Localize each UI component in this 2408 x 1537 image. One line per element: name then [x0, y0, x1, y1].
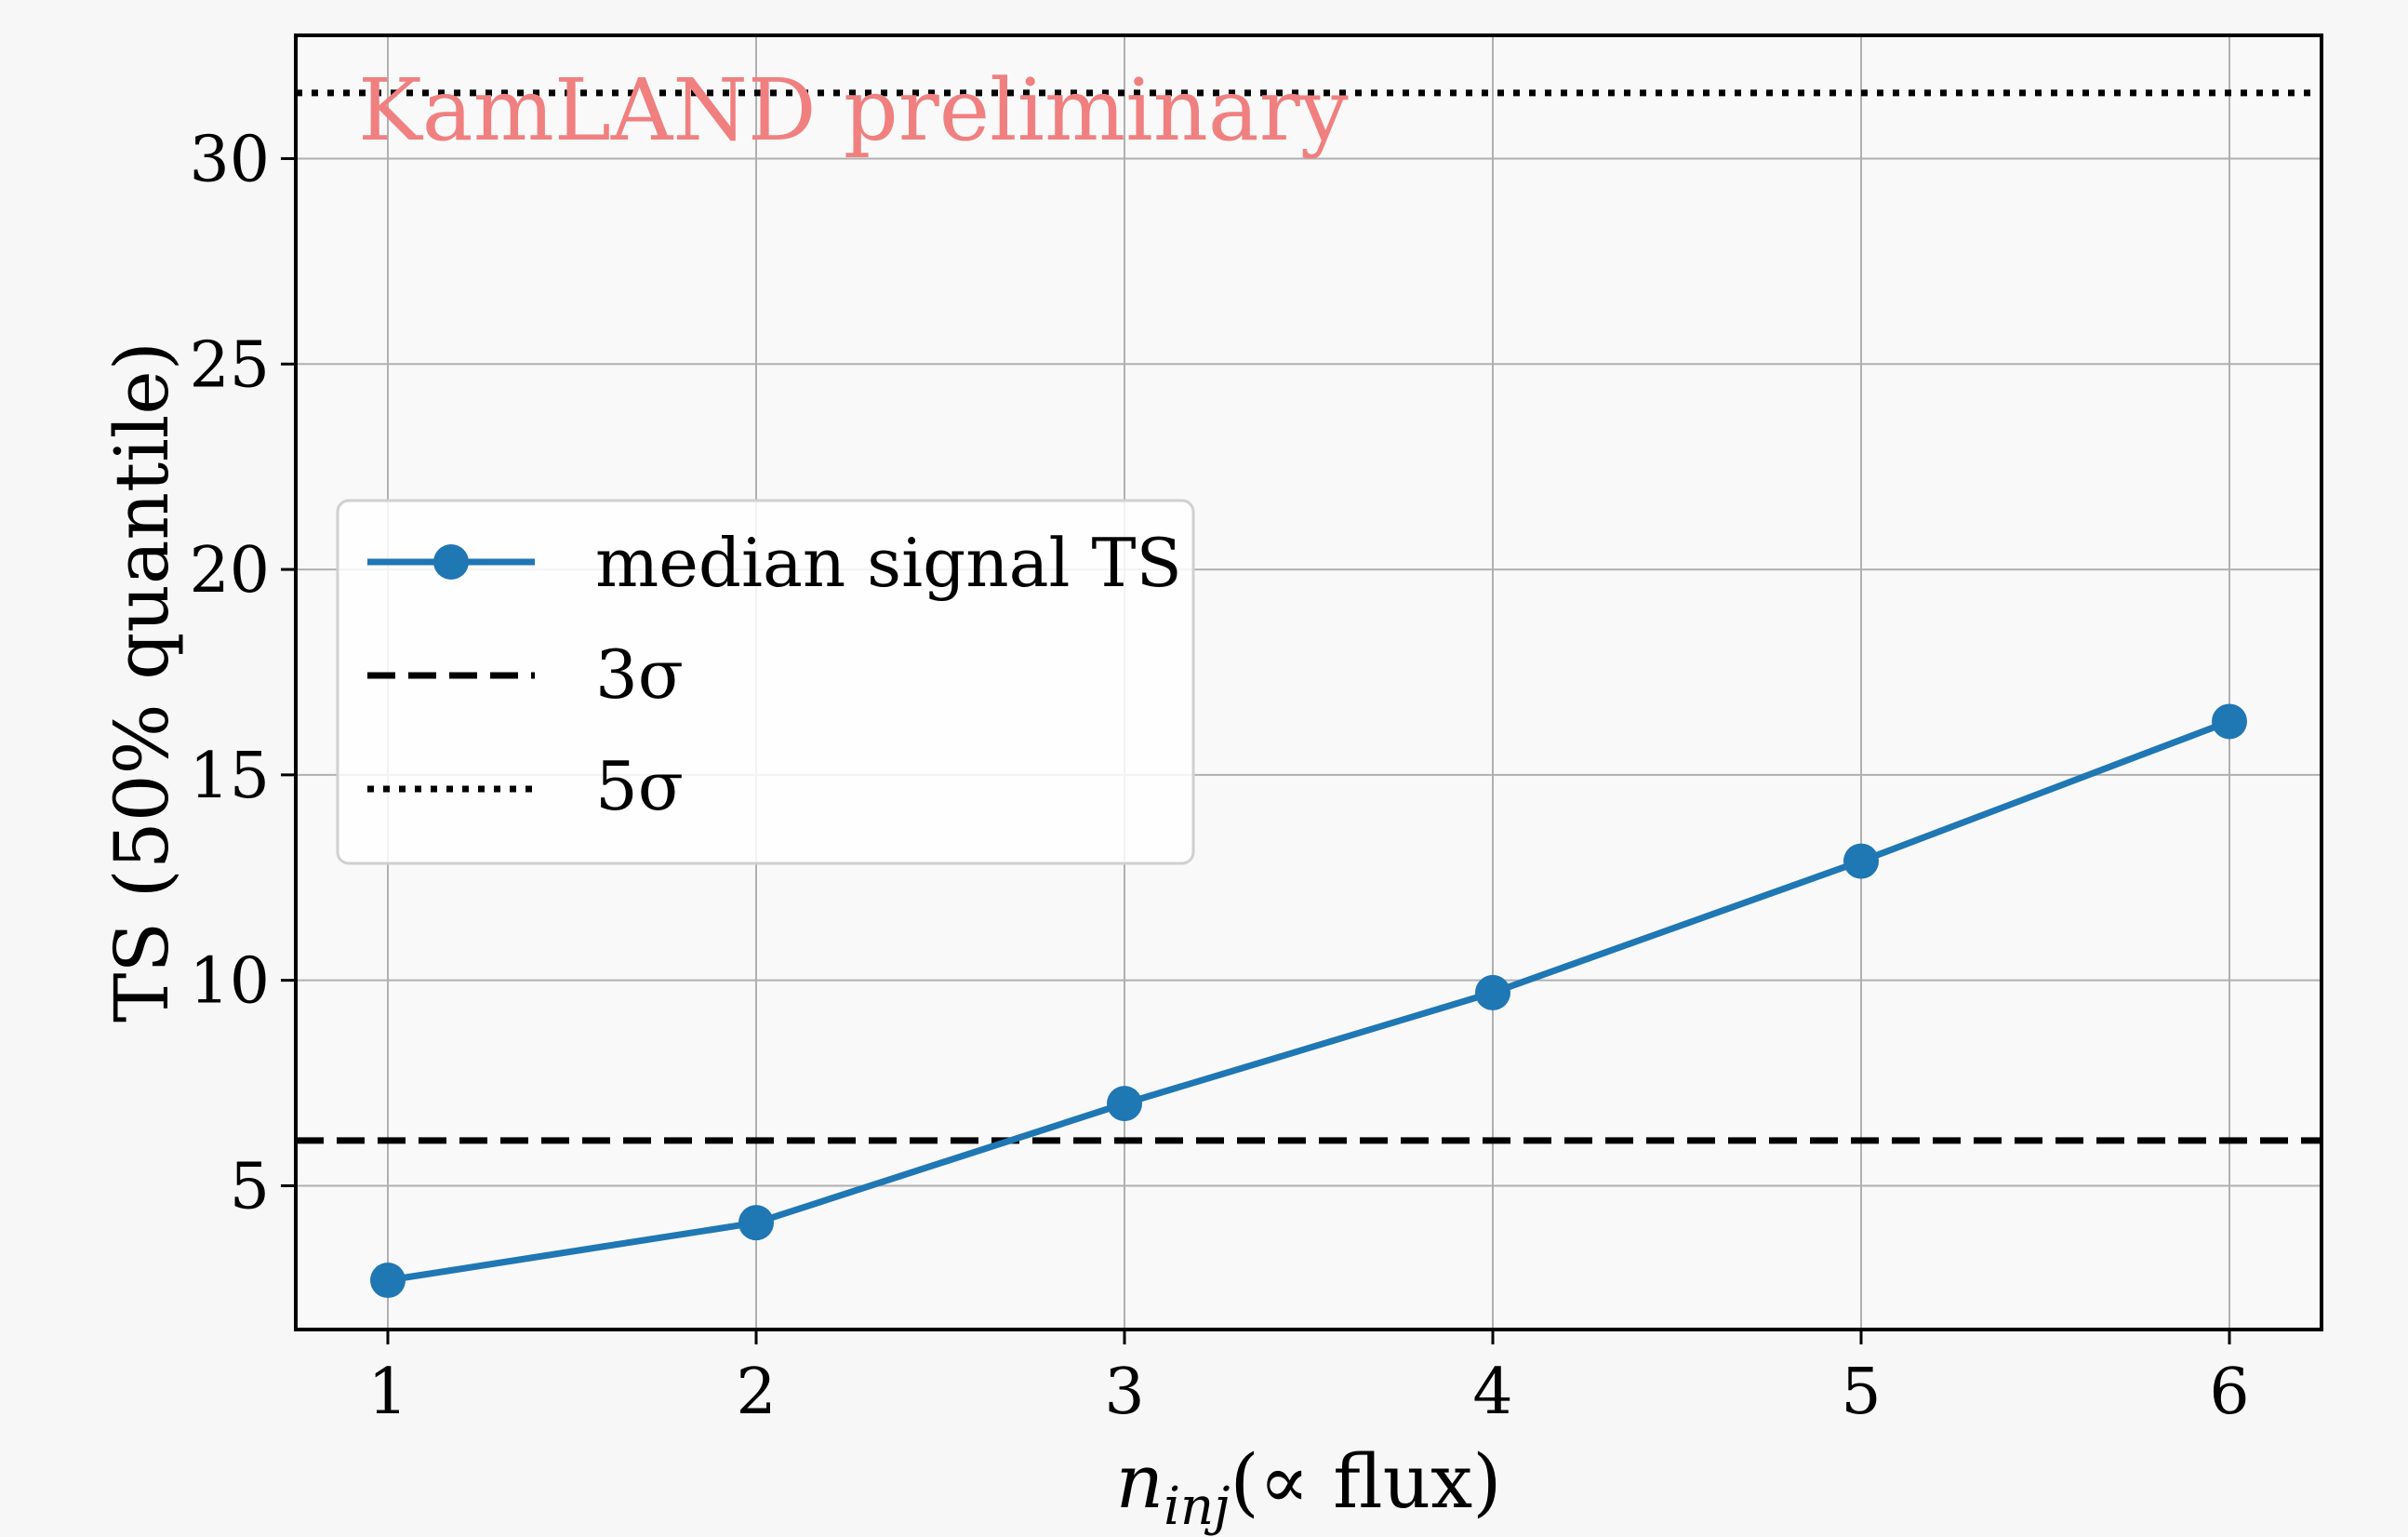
legend-item-median-signal-ts: median signal TS [367, 524, 1182, 602]
data-point [370, 1263, 406, 1299]
data-point [1475, 974, 1510, 1010]
x-tick-label: 6 [2209, 1356, 2249, 1429]
x-tick-label: 1 [367, 1356, 407, 1429]
x-axis-label-sub: inj [1164, 1477, 1230, 1537]
y-tick-label: 10 [189, 945, 270, 1019]
legend-label-5sigma: 5σ [595, 747, 684, 825]
x-tick-label: 3 [1104, 1356, 1144, 1429]
y-axis-label: TS (50% quantile) [99, 341, 185, 1022]
watermark-text: KamLAND preliminary [358, 60, 1349, 160]
y-tick-label: 5 [230, 1150, 270, 1223]
x-tick-label: 4 [1472, 1356, 1512, 1429]
y-tick-label: 20 [189, 534, 270, 608]
legend: median signal TS 3σ 5σ [336, 499, 1195, 865]
grid [296, 35, 2322, 1330]
y-axis-ticks: 5 10 15 20 25 30 [189, 123, 296, 1223]
x-axis-ticks: 1 2 3 4 5 6 [367, 1330, 2250, 1429]
legend-item-3sigma: 3σ [367, 635, 684, 714]
plot-frame [294, 33, 2323, 1331]
series-line-median-signal-ts [387, 718, 2231, 1284]
x-axis-label: ninj(∝ flux) [1116, 1438, 1502, 1537]
y-tick-label: 25 [189, 328, 270, 402]
x-axis-label-main: n [1116, 1438, 1164, 1525]
x-tick-label: 2 [736, 1356, 776, 1429]
x-axis-label-rest: (∝ flux) [1230, 1438, 1501, 1525]
reference-lines [296, 89, 2322, 1144]
data-point [2212, 703, 2247, 740]
data-point [1843, 843, 1879, 879]
legend-item-5sigma: 5σ [367, 747, 684, 825]
data-point [738, 1205, 774, 1241]
legend-box [336, 499, 1195, 865]
legend-label-median-signal-ts: median signal TS [595, 524, 1182, 602]
y-tick-label: 30 [189, 123, 270, 196]
data-point [1107, 1086, 1142, 1122]
x-tick-label: 5 [1841, 1356, 1881, 1429]
y-tick-label: 15 [189, 740, 270, 813]
legend-label-3sigma: 3σ [595, 635, 684, 714]
series-layer [370, 703, 2247, 1299]
legend-swatch-marker [433, 544, 469, 580]
